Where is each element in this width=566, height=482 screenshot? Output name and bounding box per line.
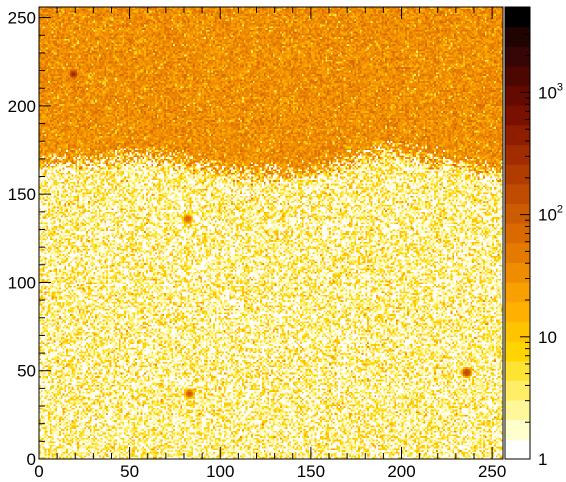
colorbar-tick-label: 1	[538, 450, 547, 469]
heatmap-image	[39, 7, 503, 459]
x-tick-label: 0	[34, 462, 43, 481]
colorbar-tick-exponent: 3	[557, 81, 563, 93]
colorbar-band	[505, 380, 530, 401]
colorbar-tick-label: 103	[538, 81, 563, 102]
colorbar-tick-exponent: 2	[557, 204, 563, 216]
colorbar-band	[505, 46, 530, 67]
colorbar-band	[505, 262, 530, 283]
y-tick-label: 200	[8, 97, 36, 116]
colorbar-band	[505, 26, 530, 47]
x-tick-label: 250	[478, 462, 506, 481]
y-tick-label: 100	[8, 273, 36, 292]
colorbar-frame	[504, 6, 531, 460]
colorbar-tick-base: 10	[538, 83, 557, 102]
y-axis: 0 50 100 150 200 250	[8, 9, 51, 469]
x-tick-label: 100	[206, 462, 234, 481]
colorbar-band	[505, 105, 530, 126]
y-tick-label: 50	[17, 362, 36, 381]
colorbar-band	[505, 183, 530, 205]
y-tick-label: 0	[27, 450, 36, 469]
colorbar-band	[505, 439, 530, 460]
y-tick-label: 250	[8, 9, 36, 28]
colorbar-band	[505, 65, 530, 87]
colorbar-tick-base: 1	[538, 450, 547, 469]
colorbar-band	[505, 242, 530, 263]
colorbar-tick-label: 10	[538, 328, 557, 347]
colorbar-band	[505, 360, 530, 381]
x-tick-label: 50	[120, 462, 139, 481]
colorbar-band	[505, 321, 530, 342]
heatmap-cells	[39, 7, 503, 459]
colorbar-band	[505, 223, 530, 244]
colorbar-band	[505, 124, 530, 146]
colorbar-band	[505, 341, 530, 362]
colorbar-band	[505, 419, 530, 440]
colorbar-tick-base: 10	[538, 328, 557, 347]
x-tick-label: 200	[387, 462, 415, 481]
colorbar-tick-label: 102	[538, 204, 563, 225]
colorbar-band	[505, 85, 530, 106]
y-tick-label: 150	[8, 185, 36, 204]
colorbar-band	[505, 144, 530, 165]
colorbar-band	[505, 301, 530, 322]
colorbar-band	[505, 203, 530, 224]
colorbar-band	[505, 400, 530, 421]
colorbar-band	[505, 282, 530, 303]
colorbar-band	[505, 7, 530, 28]
x-axis: 0 50 100 150 200 250	[34, 7, 506, 481]
x-tick-label: 150	[297, 462, 325, 481]
colorbar-tick-base: 10	[538, 206, 557, 225]
plot-frame	[38, 6, 504, 460]
colorbar-band	[505, 164, 530, 185]
